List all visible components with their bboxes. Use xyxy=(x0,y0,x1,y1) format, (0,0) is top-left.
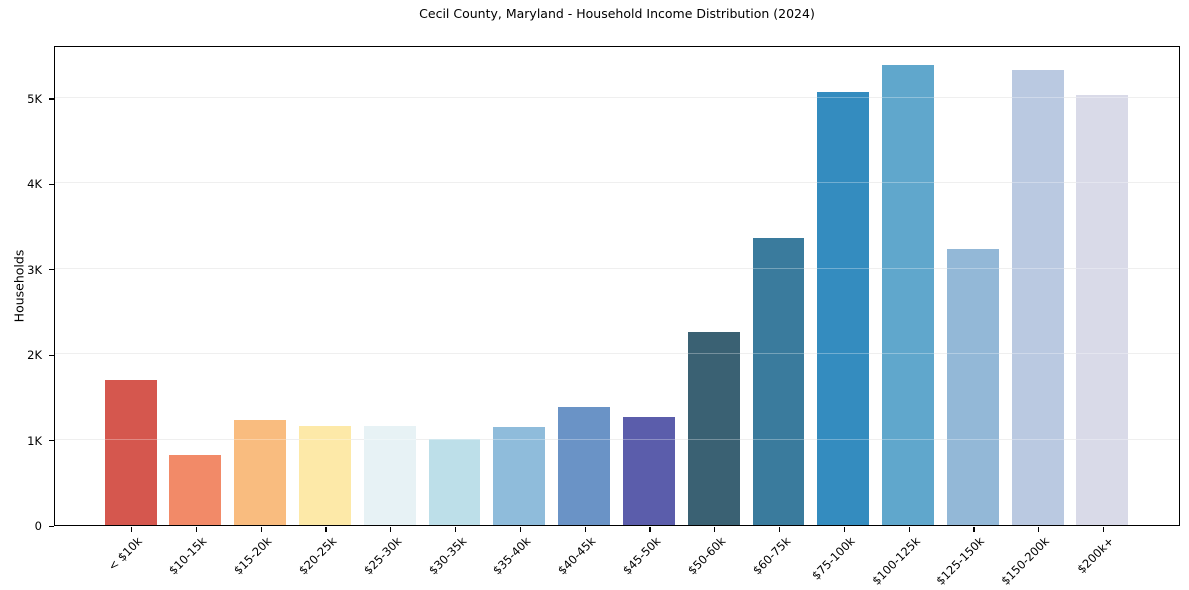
x-tick-mark xyxy=(843,527,845,532)
bar xyxy=(622,416,675,525)
y-gridline xyxy=(55,96,1179,98)
x-tick-label: $20-25k xyxy=(295,534,340,578)
x-tick-mark xyxy=(973,527,975,532)
bar xyxy=(687,332,740,525)
y-axis-label: Households xyxy=(11,249,27,323)
x-tick-mark xyxy=(649,527,651,532)
x-tick-label: $25-30k xyxy=(360,534,405,578)
y-gridline-overlay xyxy=(55,182,1179,184)
y-tick-label: 0 xyxy=(34,519,42,533)
x-tick-mark xyxy=(778,527,781,532)
bar xyxy=(363,425,416,525)
y-tick-mark xyxy=(49,525,54,527)
x-tick-mark xyxy=(519,527,521,532)
y-gridline xyxy=(55,267,1179,269)
y-tick-mark xyxy=(49,98,54,100)
bar xyxy=(104,380,157,525)
bar xyxy=(817,92,870,525)
y-tick-label: 2K xyxy=(27,348,42,363)
x-tick-mark xyxy=(325,527,327,532)
x-tick-label: $35-40k xyxy=(490,534,534,578)
x-tick-label: $60-75k xyxy=(749,534,793,578)
bar xyxy=(882,64,934,525)
x-tick-mark xyxy=(455,527,457,532)
x-tick-label: $75-100k xyxy=(809,534,858,583)
bar xyxy=(946,249,999,525)
y-gridline-overlay xyxy=(55,267,1179,269)
x-tick-label: $10-15k xyxy=(166,534,210,578)
y-tick-mark xyxy=(49,269,54,271)
x-tick-label: $125-150k xyxy=(933,534,988,588)
plot-area xyxy=(54,46,1180,526)
y-gridline xyxy=(55,438,1179,440)
bar xyxy=(299,425,351,525)
y-gridline-overlay xyxy=(55,438,1179,440)
x-tick-label: $50-60k xyxy=(684,534,729,578)
x-tick-label: $40-45k xyxy=(555,534,599,578)
x-tick-label: $150-200k xyxy=(998,534,1053,588)
x-tick-mark xyxy=(1038,527,1040,532)
bar xyxy=(558,406,611,525)
x-tick-label: $15-20k xyxy=(231,534,275,578)
y-tick-mark xyxy=(49,183,54,186)
y-tick-mark xyxy=(49,354,54,356)
bar xyxy=(1011,69,1064,525)
x-tick-mark xyxy=(131,527,133,532)
y-tick-label: 3K xyxy=(27,262,42,277)
x-tick-mark xyxy=(390,527,392,532)
x-tick-mark xyxy=(195,527,198,532)
x-tick-label: $45-50k xyxy=(619,534,664,578)
x-tick-mark xyxy=(584,527,586,532)
y-gridline-overlay xyxy=(55,96,1179,98)
x-tick-mark xyxy=(714,527,716,532)
y-tick-label: 5K xyxy=(27,91,42,106)
x-tick-mark xyxy=(908,527,910,532)
x-tick-label: $30-35k xyxy=(425,534,469,578)
y-gridline-overlay xyxy=(55,353,1179,355)
x-tick-label: $100-125k xyxy=(868,534,923,588)
x-tick-mark xyxy=(1102,527,1105,532)
y-tick-mark xyxy=(49,440,54,442)
y-gridline xyxy=(55,182,1179,184)
y-tick-label: 4K xyxy=(27,177,42,192)
y-tick-label: 1K xyxy=(27,433,42,448)
bar xyxy=(752,238,805,525)
bar xyxy=(234,420,287,525)
bar xyxy=(169,455,222,525)
bar xyxy=(428,438,481,525)
x-tick-label: $200k+ xyxy=(1074,534,1117,577)
chart-title: Cecil County, Maryland - Household Incom… xyxy=(419,6,815,21)
y-gridline xyxy=(55,353,1179,355)
x-tick-mark xyxy=(260,527,262,532)
bar xyxy=(493,426,546,525)
bar xyxy=(1076,94,1129,525)
x-tick-label: < $10k xyxy=(105,534,146,574)
